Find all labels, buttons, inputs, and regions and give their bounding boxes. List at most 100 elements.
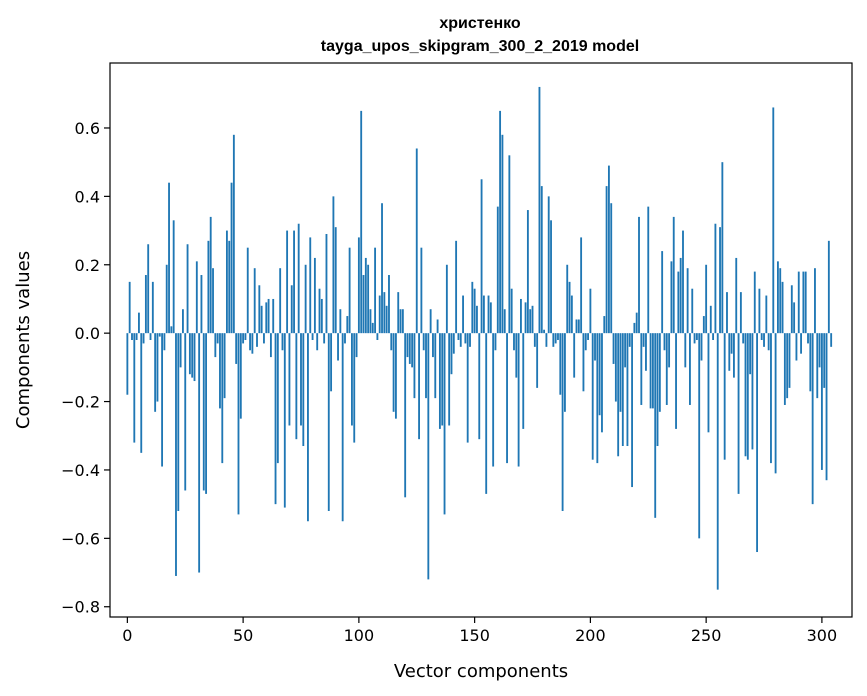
bar	[404, 333, 407, 498]
bar	[381, 203, 383, 334]
bar	[388, 275, 390, 334]
bar	[288, 333, 291, 426]
bar	[154, 333, 157, 412]
bar	[531, 305, 534, 334]
bar	[163, 333, 166, 351]
bar	[797, 271, 800, 334]
bar	[267, 298, 270, 334]
bar	[320, 298, 323, 334]
bar	[406, 333, 409, 358]
bar	[536, 333, 539, 388]
bar	[369, 309, 372, 334]
bar	[144, 275, 147, 334]
bar	[605, 186, 608, 334]
bar	[550, 220, 552, 334]
bar	[269, 333, 272, 358]
y-tick-label: −0.4	[61, 461, 100, 480]
bar	[610, 203, 613, 334]
bar	[265, 302, 268, 334]
bar	[566, 264, 569, 334]
x-axis-label: Vector components	[394, 661, 568, 682]
bar	[425, 333, 427, 399]
bar	[705, 264, 708, 334]
bar	[205, 333, 207, 494]
bar	[216, 333, 219, 344]
bar	[246, 247, 249, 334]
bar	[480, 179, 483, 334]
bar	[631, 333, 633, 488]
bar	[337, 333, 339, 361]
bar	[135, 333, 138, 340]
bar	[522, 333, 525, 429]
bar	[351, 333, 353, 426]
bar	[552, 333, 555, 347]
bar	[364, 257, 367, 334]
bar	[464, 333, 467, 344]
bar	[399, 309, 402, 334]
bar	[545, 333, 548, 347]
bar	[473, 288, 476, 334]
bar	[170, 326, 173, 334]
bar	[188, 333, 191, 375]
bar	[693, 333, 696, 344]
bar	[765, 295, 768, 334]
bar	[452, 333, 455, 354]
bar	[177, 333, 180, 511]
bar	[670, 261, 673, 334]
bar-series	[126, 86, 833, 590]
bar	[323, 333, 326, 344]
bar	[128, 281, 131, 334]
bar	[783, 333, 786, 405]
bar	[418, 333, 420, 440]
y-tick-label: 0.2	[75, 256, 100, 275]
bar	[300, 333, 302, 426]
y-axis-ticks: −0.8 −0.6 −0.4 −0.2 0.0 0.2 0.4 0.6	[61, 119, 110, 617]
bar	[360, 110, 363, 334]
bar	[721, 162, 724, 334]
bar	[362, 275, 365, 334]
bar	[800, 333, 802, 354]
bar	[237, 333, 240, 515]
bar	[131, 333, 133, 340]
bar	[577, 319, 580, 334]
bar	[647, 206, 650, 334]
bar	[200, 275, 203, 334]
bar	[774, 333, 777, 474]
bar	[207, 240, 210, 334]
bar	[645, 333, 647, 371]
bar	[760, 333, 763, 340]
bar	[763, 333, 765, 347]
bar	[302, 333, 305, 447]
bar	[228, 240, 231, 334]
bar	[385, 305, 388, 334]
bar	[561, 333, 564, 511]
x-tick-label: 300	[807, 626, 838, 645]
bar	[818, 333, 821, 368]
bar	[825, 333, 828, 481]
bar	[411, 333, 414, 368]
bar	[443, 333, 446, 515]
bar	[304, 264, 307, 334]
bar	[668, 333, 671, 368]
bar	[614, 333, 617, 402]
bar	[332, 196, 335, 334]
bar	[795, 333, 798, 361]
bar	[339, 309, 342, 334]
bar	[679, 257, 682, 334]
bar	[601, 333, 603, 433]
bar	[462, 295, 464, 334]
bar	[344, 333, 346, 344]
bar	[179, 333, 182, 368]
bar	[142, 333, 145, 344]
bar	[175, 333, 177, 576]
bar	[591, 333, 594, 460]
bar	[807, 333, 809, 344]
bar	[374, 247, 377, 334]
bar	[313, 257, 316, 334]
bar	[225, 230, 228, 334]
bar	[489, 302, 492, 334]
bar	[432, 333, 434, 358]
bar	[471, 281, 474, 334]
bar	[575, 319, 578, 334]
bar	[526, 210, 529, 334]
